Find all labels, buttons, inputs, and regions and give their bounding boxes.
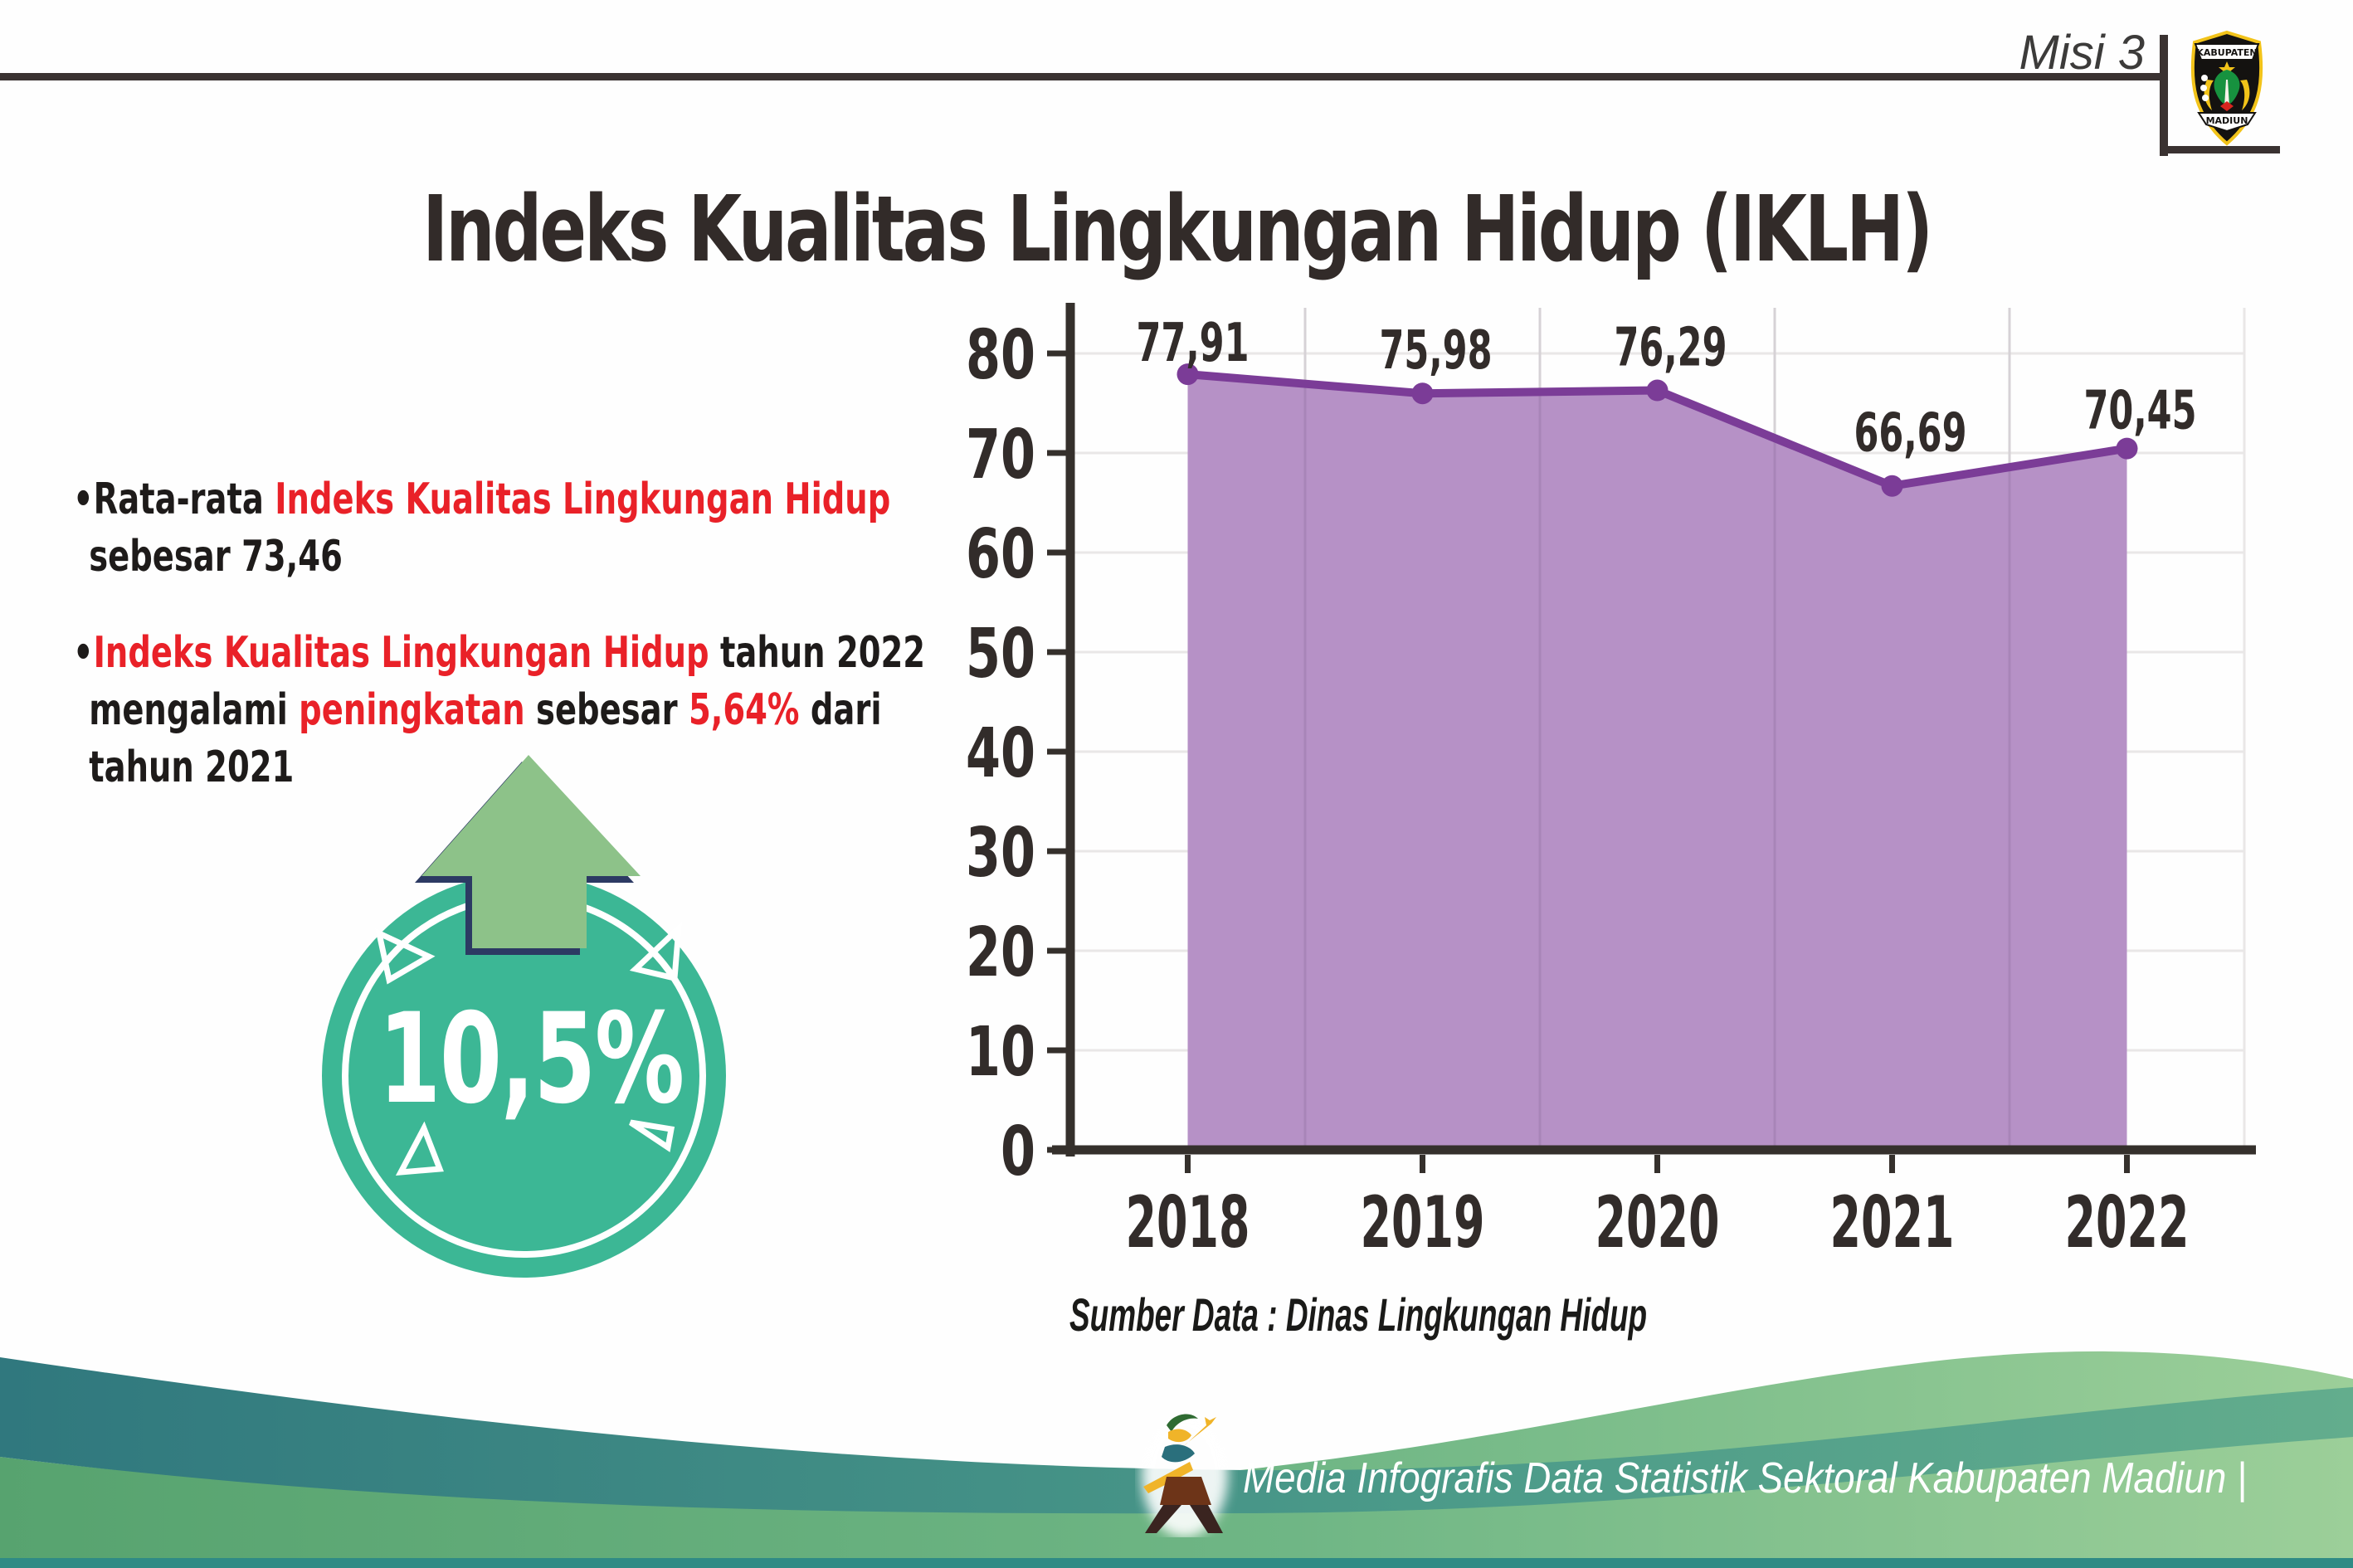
logo-right-wing <box>2240 80 2250 110</box>
logo-center-emblem <box>2220 101 2234 111</box>
y-tick-label: 10 <box>966 1013 1035 1092</box>
x-tick-label: 2020 <box>1595 1181 1720 1264</box>
data-point-marker <box>1411 382 1434 405</box>
logo-bottom-text: MADIUN <box>2206 115 2248 126</box>
bullet-dot: • <box>73 475 94 524</box>
data-point-marker <box>1881 475 1903 497</box>
logo-tree-trunk <box>2224 80 2229 106</box>
footer-caption: Media Infografis Data Statistik Sektoral… <box>1243 1454 2247 1502</box>
logo-frame-horizontal <box>2167 146 2280 153</box>
x-tick-labels: 2018 2019 2020 2021 2022 <box>1126 1181 2190 1264</box>
x-ticks <box>1185 1155 2130 1173</box>
bullet-line: sebesar 73,46 <box>89 532 343 582</box>
footer-wave-teal <box>0 1357 2353 1514</box>
data-line <box>1183 370 2131 490</box>
value-label: 66,69 <box>1854 403 1967 465</box>
logo-top-text: KABUPATEN <box>2196 47 2257 58</box>
mascot-hat <box>1167 1414 1198 1432</box>
y-tick-label: 30 <box>966 814 1035 893</box>
bullet-average-iklh: •Rata-rata Indeks Kualitas Lingkungan Hi… <box>73 471 994 586</box>
mascot-face <box>1168 1429 1191 1443</box>
data-point-marker <box>1646 379 1669 402</box>
footer-wave-green <box>0 1351 2353 1568</box>
bullet-line: tahun 2021 <box>89 743 295 792</box>
data-point-marker <box>2116 437 2138 460</box>
y-tick-label: 0 <box>1001 1113 1035 1191</box>
gridline-overlay <box>1303 308 2011 1150</box>
header-divider <box>0 73 2163 80</box>
mascot-right-leg <box>1190 1505 1223 1533</box>
bullet-increase-2022: •Indeks Kualitas Lingkungan Hidup tahun … <box>73 625 994 796</box>
badge-percentage: 10,5% <box>378 987 684 1132</box>
x-tick-label: 2022 <box>2065 1181 2190 1264</box>
bullet-dot: • <box>73 628 94 678</box>
x-tick-label: 2019 <box>1361 1181 1485 1264</box>
logo-cotton-3 <box>2202 95 2209 101</box>
logo-frame-vertical <box>2160 35 2168 156</box>
data-markers <box>1176 363 2138 497</box>
mascot-raised-arm <box>1183 1417 1216 1447</box>
mascot-skirt <box>1160 1477 1211 1505</box>
logo-cotton-1 <box>2201 75 2208 81</box>
data-point-marker <box>1176 363 1199 386</box>
gridlines <box>1070 308 2246 1150</box>
value-label: 70,45 <box>2084 381 2197 442</box>
chart-source-note: Sumber Data : Dinas Lingkungan Hidup <box>1069 1288 1648 1341</box>
summary-bullets: •Rata-rata Indeks Kualitas Lingkungan Hi… <box>73 471 994 796</box>
footer-bottom-bar <box>0 1558 2353 1568</box>
y-ticks <box>1047 350 1069 1153</box>
bullet-line: mengalami peningkatan sebesar 5,64% dari <box>89 685 882 735</box>
x-tick-label: 2018 <box>1126 1181 1250 1264</box>
kabupaten-madiun-logo: KABUPATEN MADIUN <box>2190 30 2263 146</box>
logo-cotton-2 <box>2200 85 2207 91</box>
page-title: Indeks Kualitas Lingkungan Hidup (IKLH) <box>421 175 1933 282</box>
y-tick-label: 20 <box>966 913 1035 992</box>
x-tick-label: 2021 <box>1830 1181 1955 1264</box>
area-fill <box>1187 374 2127 1151</box>
mission-label: Misi 3 <box>2019 26 2145 80</box>
logo-top-banner <box>2194 43 2260 61</box>
mascot-left-leg <box>1145 1505 1181 1533</box>
footer-waves <box>0 1351 2353 1568</box>
mascot-torso <box>1162 1444 1195 1463</box>
logo-bottom-banner <box>2197 112 2257 133</box>
bullet-line: •Rata-rata Indeks Kualitas Lingkungan Hi… <box>73 475 891 524</box>
bullet-line: •Indeks Kualitas Lingkungan Hidup tahun … <box>73 628 926 678</box>
dancer-mascot-icon <box>1142 1413 1228 1537</box>
